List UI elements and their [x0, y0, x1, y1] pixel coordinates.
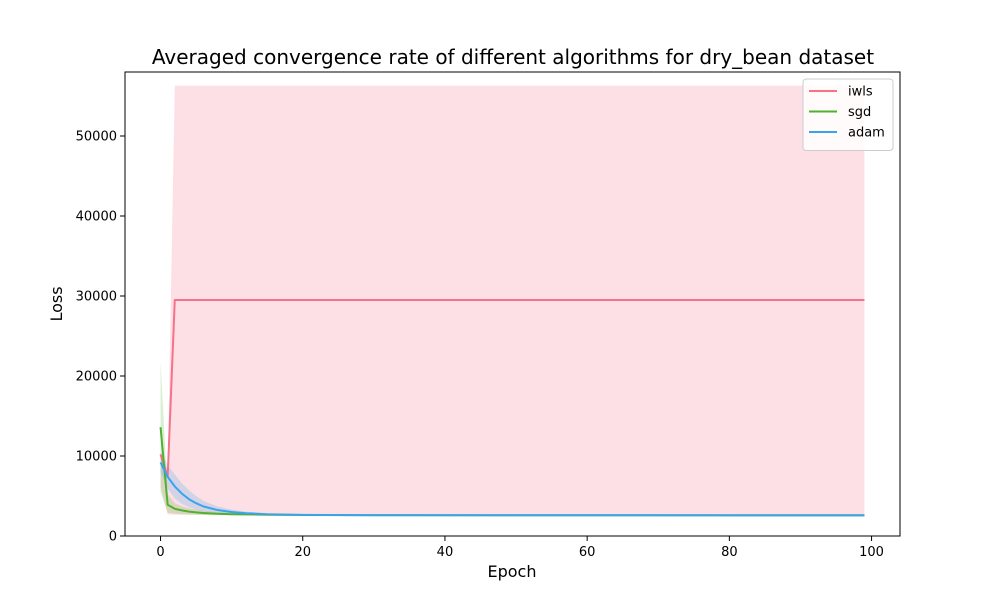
legend-label-iwls: iwls: [848, 85, 873, 100]
y-tick-label: 50000: [76, 130, 117, 145]
x-tick-label: 80: [721, 545, 738, 560]
legend: iwls sgd adam: [802, 78, 894, 151]
legend-label-sgd: sgd: [848, 105, 871, 120]
x-tick-label: 40: [437, 545, 454, 560]
y-axis-label: Loss: [47, 286, 66, 321]
x-tick-label: 100: [859, 545, 884, 560]
x-axis-label: Epoch: [488, 562, 537, 581]
x-tick-label: 60: [579, 545, 596, 560]
series-lines: [159, 299, 865, 517]
y-tick-label: 20000: [76, 370, 117, 385]
y-tick-label: 30000: [76, 290, 117, 305]
plot-frame: [124, 71, 901, 537]
y-axis-ticks: 0 10000 20000 30000 40000 50000: [76, 130, 125, 545]
chart-title: Averaged convergence rate of different a…: [152, 45, 874, 69]
y-tick-label: 10000: [76, 450, 117, 465]
y-tick-label: 0: [109, 530, 117, 545]
y-tick-label: 40000: [76, 210, 117, 225]
x-tick-label: 20: [294, 545, 311, 560]
x-tick-label: 0: [156, 545, 164, 560]
line-adam: [159, 461, 865, 517]
legend-label-adam: adam: [848, 126, 885, 141]
x-axis-ticks: 0 20 40 60 80 100: [156, 536, 884, 560]
